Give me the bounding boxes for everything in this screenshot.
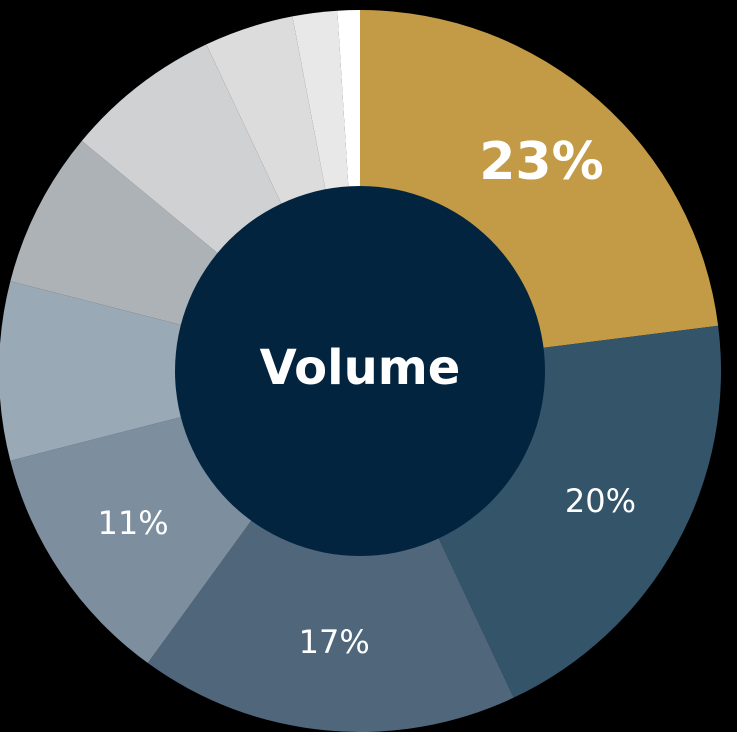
center-label: Volume xyxy=(260,340,461,396)
donut-center xyxy=(175,186,545,556)
value-label: 23% xyxy=(479,132,603,192)
value-label: 17% xyxy=(299,623,370,661)
value-label: 20% xyxy=(565,482,636,520)
value-label: 11% xyxy=(98,504,169,542)
